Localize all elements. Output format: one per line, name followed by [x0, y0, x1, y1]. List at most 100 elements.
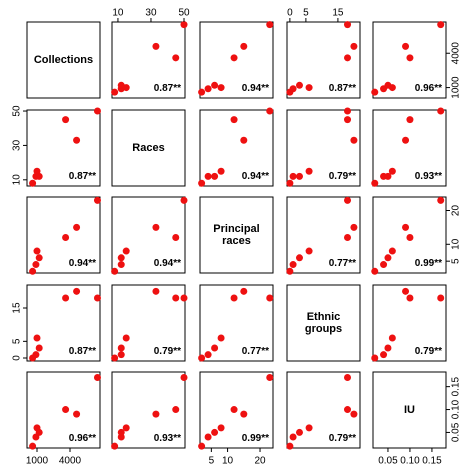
- panel: [26, 21, 101, 99]
- point: [117, 351, 125, 359]
- y-tick-label: 0.10: [451, 399, 462, 419]
- point: [240, 136, 248, 144]
- panel: [111, 196, 186, 274]
- point: [289, 261, 297, 269]
- point: [371, 354, 379, 362]
- point: [73, 410, 81, 418]
- x-tick-label: 0.15: [422, 456, 442, 467]
- point: [29, 179, 37, 187]
- point: [437, 21, 445, 29]
- panel: [199, 371, 274, 449]
- point: [172, 294, 180, 302]
- panel: [372, 284, 447, 362]
- point: [204, 351, 212, 359]
- point: [73, 223, 81, 231]
- point: [172, 406, 180, 414]
- panel: [286, 371, 361, 449]
- point: [172, 234, 180, 242]
- correlation-label: 0.96**: [415, 83, 442, 94]
- point: [122, 424, 130, 432]
- point: [344, 21, 352, 29]
- point: [266, 373, 274, 381]
- point: [117, 261, 125, 269]
- panel: [26, 109, 101, 187]
- point: [289, 172, 297, 180]
- point: [344, 234, 352, 242]
- point: [437, 107, 445, 115]
- point: [406, 54, 414, 62]
- point: [35, 344, 43, 352]
- point: [230, 54, 238, 62]
- point: [211, 344, 219, 352]
- panel: [372, 21, 447, 99]
- y-tick-label: 10: [12, 174, 23, 186]
- y-tick-label: 15: [12, 302, 23, 314]
- x-tick-label: 10: [222, 456, 234, 467]
- y-tick-label: 1000: [451, 76, 462, 99]
- y-tick-label: 0: [12, 355, 23, 361]
- point: [33, 167, 41, 175]
- point: [406, 116, 414, 124]
- correlation-label: 0.93**: [415, 171, 442, 182]
- point: [111, 267, 119, 275]
- point: [384, 172, 392, 180]
- point: [211, 81, 219, 89]
- correlation-label: 0.87**: [154, 83, 181, 94]
- x-tick-label: 5: [209, 456, 215, 467]
- point: [122, 334, 130, 342]
- point: [371, 88, 379, 96]
- correlation-label: 0.87**: [69, 346, 96, 357]
- x-tick-label: 0.05: [378, 456, 398, 467]
- x-tick-label: 1000: [26, 456, 49, 467]
- panel: [372, 109, 447, 187]
- point: [111, 88, 119, 96]
- point: [204, 172, 212, 180]
- y-tick-label: 30: [12, 139, 23, 151]
- point: [406, 234, 414, 242]
- y-tick-label: 0.05: [451, 422, 462, 442]
- point: [402, 223, 410, 231]
- variable-label: Collections: [33, 54, 94, 66]
- correlation-label: 0.93**: [154, 433, 181, 444]
- point: [350, 223, 358, 231]
- point: [180, 196, 188, 204]
- correlation-label: 0.99**: [415, 258, 442, 269]
- correlation-label: 0.79**: [154, 346, 181, 357]
- y-tick-label: 0.15: [451, 376, 462, 396]
- point: [93, 294, 101, 302]
- x-tick-label: 10: [112, 8, 124, 19]
- point: [384, 254, 392, 262]
- panel: [286, 284, 361, 362]
- panel: [372, 196, 447, 274]
- point: [122, 247, 130, 255]
- variable-label: IU: [404, 404, 415, 416]
- point: [371, 267, 379, 275]
- point: [217, 84, 225, 92]
- x-tick-label: 30: [145, 8, 157, 19]
- point: [35, 254, 43, 262]
- variable-label: Ethnic groups: [304, 311, 343, 335]
- point: [295, 81, 303, 89]
- point: [305, 247, 313, 255]
- point: [117, 428, 125, 436]
- panel: [111, 21, 186, 99]
- point: [286, 267, 294, 275]
- point: [240, 287, 248, 295]
- panel: [26, 196, 101, 274]
- y-tick-label: 5: [12, 338, 23, 344]
- point: [295, 172, 303, 180]
- variable-label: Principal races: [213, 223, 260, 247]
- point: [402, 136, 410, 144]
- point: [384, 344, 392, 352]
- x-tick-label: 0: [287, 8, 293, 19]
- correlation-label: 0.94**: [69, 258, 96, 269]
- point: [344, 406, 352, 414]
- point: [344, 107, 352, 115]
- point: [152, 223, 160, 231]
- point: [172, 54, 180, 62]
- panel: [286, 109, 361, 187]
- panel: [26, 284, 101, 362]
- point: [73, 136, 81, 144]
- point: [93, 107, 101, 115]
